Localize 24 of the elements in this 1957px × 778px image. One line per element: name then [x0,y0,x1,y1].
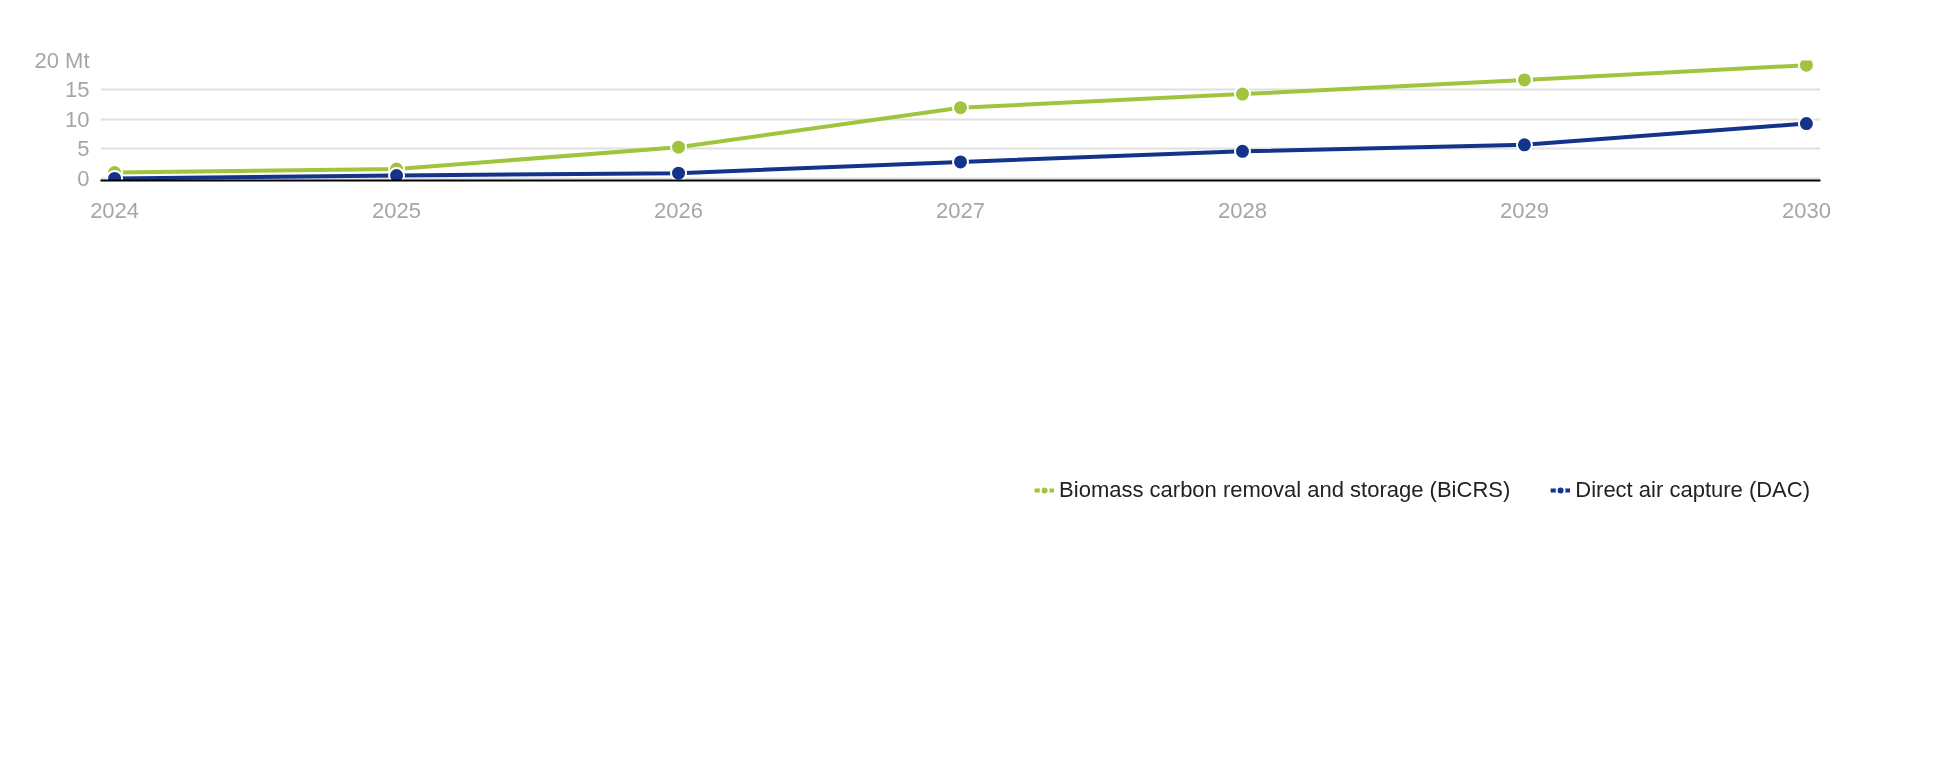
x-tick-label: 2028 [1218,197,1267,223]
point [1515,71,1533,89]
x-tick-label: 2029 [1499,197,1549,223]
y-tick-label: 5 [77,136,90,162]
legend-label: Biomass carbon removal and storage (BiCRS) [1059,477,1511,503]
x-tick-label: 2030 [1781,197,1831,223]
x-tick-label: 2024 [90,197,140,223]
point [1233,142,1251,160]
point [670,164,688,181]
point [670,138,688,156]
point [1233,85,1251,103]
y-tick-label: 20 Mt [34,48,90,73]
legend-label: Direct air capture (DAC) [1575,477,1810,503]
x-tick-label: 2027 [936,197,985,223]
point [952,99,969,117]
point [1515,136,1533,154]
y-tick-label: 15 [65,77,90,103]
y-tick-label: 0 [77,165,90,191]
point [952,153,969,171]
x-tick-label: 2026 [654,197,704,223]
point [388,167,406,181]
point [1797,60,1815,74]
y-tick-label: 10 [65,106,90,132]
x-tick-label: 2025 [372,197,422,223]
